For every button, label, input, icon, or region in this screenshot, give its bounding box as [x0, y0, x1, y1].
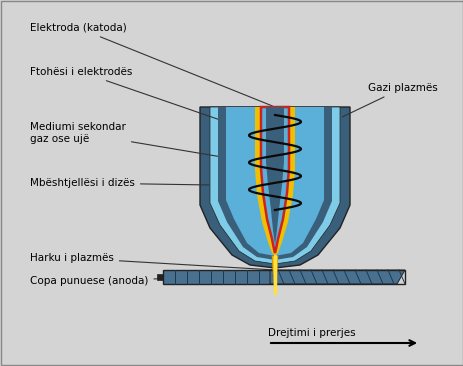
Text: Mediumi sekondar
gaz ose ujë: Mediumi sekondar gaz ose ujë — [30, 122, 225, 157]
Polygon shape — [255, 107, 294, 256]
Text: Gazi plazmës: Gazi plazmës — [342, 83, 437, 117]
Text: Ftohësi i elektrodës: Ftohësi i elektrodës — [30, 67, 252, 131]
Bar — [163, 270, 404, 284]
Polygon shape — [265, 107, 283, 245]
Text: Elektroda (katoda): Elektroda (katoda) — [30, 23, 272, 106]
Text: Mbështjellësi i dizës: Mbështjellësi i dizës — [30, 178, 209, 188]
Polygon shape — [200, 107, 349, 268]
Polygon shape — [271, 256, 277, 292]
Polygon shape — [218, 107, 332, 260]
Polygon shape — [269, 270, 404, 284]
Bar — [163, 270, 269, 284]
Bar — [156, 274, 163, 280]
Polygon shape — [260, 107, 288, 253]
Text: Copa punuese (anoda): Copa punuese (anoda) — [30, 276, 212, 286]
Text: Drejtimi i prerjes: Drejtimi i prerjes — [268, 328, 355, 338]
Polygon shape — [210, 107, 339, 264]
Text: Harku i plazmës: Harku i plazmës — [30, 253, 272, 270]
Polygon shape — [225, 107, 323, 256]
